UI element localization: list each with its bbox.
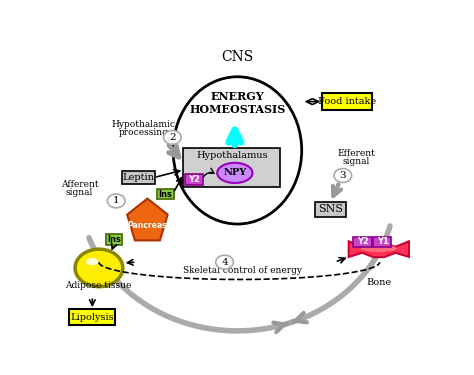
Text: Leptin: Leptin bbox=[123, 173, 155, 182]
Text: 3: 3 bbox=[339, 171, 346, 180]
Text: Y2: Y2 bbox=[357, 237, 369, 246]
FancyBboxPatch shape bbox=[315, 202, 346, 217]
Text: Hypothalamus: Hypothalamus bbox=[196, 151, 268, 160]
Text: Skeletal control of energy: Skeletal control of energy bbox=[183, 266, 302, 275]
Text: HOMEOSTASIS: HOMEOSTASIS bbox=[189, 105, 285, 116]
Text: SNS: SNS bbox=[318, 204, 343, 214]
Ellipse shape bbox=[86, 258, 99, 265]
FancyBboxPatch shape bbox=[184, 174, 203, 185]
Circle shape bbox=[164, 130, 181, 144]
Text: Bone: Bone bbox=[366, 278, 392, 287]
Text: CNS: CNS bbox=[221, 50, 254, 64]
Polygon shape bbox=[349, 242, 409, 257]
Circle shape bbox=[334, 169, 352, 183]
Text: Hypothalamic: Hypothalamic bbox=[112, 120, 176, 129]
Text: Y2: Y2 bbox=[188, 175, 200, 184]
Text: signal: signal bbox=[66, 188, 93, 197]
Ellipse shape bbox=[361, 244, 397, 252]
Circle shape bbox=[108, 194, 125, 208]
FancyBboxPatch shape bbox=[183, 148, 281, 187]
Text: Lipolysis: Lipolysis bbox=[71, 313, 114, 322]
FancyBboxPatch shape bbox=[157, 189, 174, 200]
Circle shape bbox=[216, 255, 233, 269]
Text: 2: 2 bbox=[169, 133, 176, 142]
Text: signal: signal bbox=[342, 158, 370, 166]
Text: Ins: Ins bbox=[158, 190, 173, 199]
FancyBboxPatch shape bbox=[322, 93, 372, 110]
Text: Adipose tissue: Adipose tissue bbox=[64, 281, 131, 290]
Text: 4: 4 bbox=[221, 258, 228, 267]
FancyBboxPatch shape bbox=[106, 234, 122, 245]
FancyBboxPatch shape bbox=[69, 309, 116, 326]
Text: processing: processing bbox=[119, 128, 169, 137]
Text: Afferent: Afferent bbox=[61, 180, 98, 189]
Text: Ins: Ins bbox=[107, 235, 121, 244]
Text: ENERGY: ENERGY bbox=[210, 92, 264, 102]
FancyBboxPatch shape bbox=[354, 237, 372, 247]
FancyBboxPatch shape bbox=[373, 237, 391, 247]
Circle shape bbox=[75, 249, 123, 286]
Ellipse shape bbox=[217, 163, 253, 183]
Polygon shape bbox=[127, 199, 168, 240]
Text: NPY: NPY bbox=[223, 168, 246, 177]
FancyBboxPatch shape bbox=[122, 171, 155, 184]
Text: Food intake: Food intake bbox=[318, 97, 376, 106]
Ellipse shape bbox=[173, 77, 301, 224]
Text: 1: 1 bbox=[113, 196, 119, 206]
Text: Y1: Y1 bbox=[376, 237, 389, 246]
Text: Efferent: Efferent bbox=[337, 149, 375, 158]
Text: Pancreas: Pancreas bbox=[128, 220, 167, 230]
